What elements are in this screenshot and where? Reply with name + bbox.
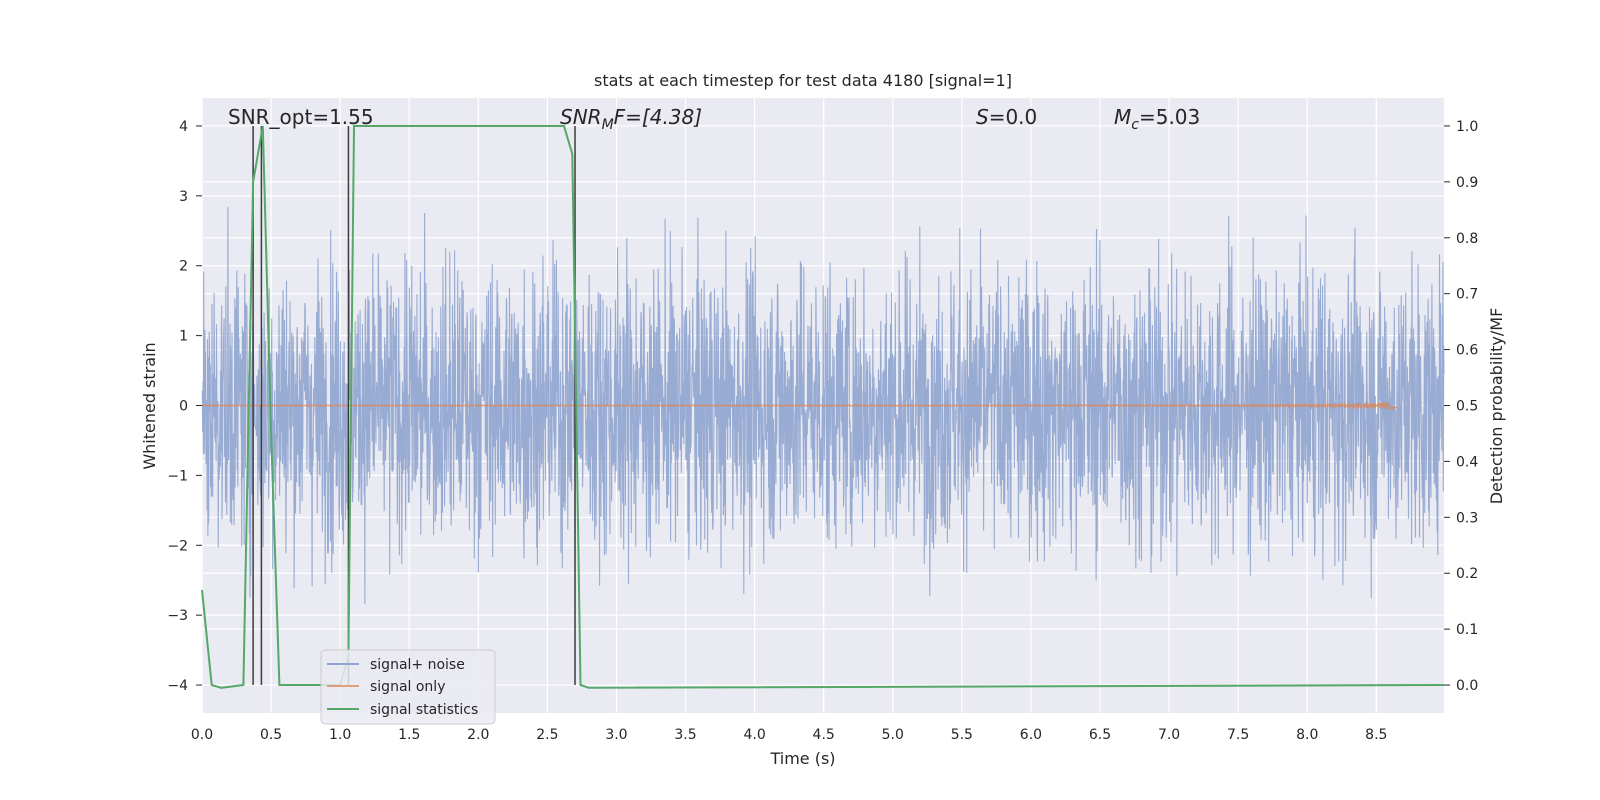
annotation-mc: Mc=5.03 xyxy=(1114,105,1200,133)
y-tick-label-right: 0.1 xyxy=(1456,622,1478,638)
x-tick-label: 7.0 xyxy=(1158,727,1180,743)
y-tick-label-right: 0.8 xyxy=(1456,231,1478,247)
x-tick-label: 0.5 xyxy=(260,727,282,743)
y-tick-label-left: 1 xyxy=(179,329,188,345)
y-tick-label-right: 0.7 xyxy=(1456,287,1478,303)
annotation-s-rest: =0.0 xyxy=(989,105,1038,129)
x-tick-label: 8.5 xyxy=(1365,727,1387,743)
y-tick-label-right: 0.2 xyxy=(1456,566,1478,582)
annotation-snr-mf: SNRMF=[4.38] xyxy=(560,105,702,133)
annotation-mc-base: M xyxy=(1114,105,1131,129)
x-tick-label: 2.0 xyxy=(467,727,489,743)
legend-label-signal-statistics: signal statistics xyxy=(370,702,478,718)
x-tick-label: 5.5 xyxy=(951,727,973,743)
x-tick-label: 1.5 xyxy=(398,727,420,743)
x-tick-label: 7.5 xyxy=(1227,727,1249,743)
x-tick-label: 5.0 xyxy=(882,727,904,743)
x-tick-label: 3.5 xyxy=(674,727,696,743)
legend-label-signal-plus-noise: signal+ noise xyxy=(370,657,465,673)
x-tick-label: 4.5 xyxy=(813,727,835,743)
y-tick-label-left: −3 xyxy=(167,608,188,624)
signal-statistics-line xyxy=(201,125,1445,689)
x-tick-label: 3.0 xyxy=(605,727,627,743)
annotation-mc-sub: c xyxy=(1131,117,1139,133)
y-tick-label-left: −1 xyxy=(167,468,188,484)
x-tick-label: 6.5 xyxy=(1089,727,1111,743)
y-axis-label-right: Detection probability/MF xyxy=(1487,308,1506,505)
series-signal-only xyxy=(201,400,1397,413)
y-tick-label-right: 0.0 xyxy=(1456,678,1478,694)
y-tick-label-right: 0.5 xyxy=(1456,399,1478,415)
series-signal-statistics xyxy=(201,125,1445,689)
tick-labels: 0.0 0.5 1.0 1.5 2.0 2.5 3.0 3.5 4.0 4.5 5.0 5.5 6.0 6… xyxy=(167,119,1478,743)
y-tick-label-right: 0.4 xyxy=(1456,454,1478,470)
legend-box xyxy=(320,649,496,725)
y-tick-label-left: 4 xyxy=(179,119,188,135)
y-tick-label-right: 0.3 xyxy=(1456,510,1478,526)
x-tick-label: 4.0 xyxy=(743,727,765,743)
annotation-snr-mf-sub: M xyxy=(602,117,614,133)
annotation-snr-mf-rest: F=[4.38] xyxy=(614,105,702,129)
y-tick-label-left: 0 xyxy=(179,399,188,415)
annotation-s-var: S xyxy=(976,105,989,129)
annotation-snr-opt: SNR_opt=1.55 xyxy=(228,105,374,129)
signal-plus-noise-line xyxy=(201,206,1445,604)
y-tick-label-left: −4 xyxy=(167,678,188,694)
y-tick-label-right: 0.9 xyxy=(1456,175,1478,191)
x-tick-label: 6.0 xyxy=(1020,727,1042,743)
y-tick-label-left: −2 xyxy=(167,538,188,554)
y-tick-label-right: 1.0 xyxy=(1456,119,1478,135)
y-tick-label-left: 3 xyxy=(179,189,188,205)
x-tick-label: 2.5 xyxy=(536,727,558,743)
series-signal-plus-noise xyxy=(201,206,1445,604)
y-axis-label-left: Whitened strain xyxy=(140,342,159,469)
x-tick-label: 8.0 xyxy=(1296,727,1318,743)
signal-only-line xyxy=(201,400,1397,413)
y-tick-label-right: 0.6 xyxy=(1456,343,1478,359)
chart-title: stats at each timestep for test data 418… xyxy=(594,71,1012,90)
annotation-snr-mf-base: SNR xyxy=(560,105,602,129)
legend-label-signal-only: signal only xyxy=(370,679,445,695)
annotation-s: S=0.0 xyxy=(976,105,1037,129)
x-axis-label: Time (s) xyxy=(769,749,835,768)
annotation-mc-rest: =5.03 xyxy=(1139,105,1200,129)
x-tick-label: 1.0 xyxy=(329,727,351,743)
legend: signal+ noise signal only signal statist… xyxy=(320,649,496,725)
y-tick-label-left: 2 xyxy=(179,259,188,275)
x-tick-label: 0.0 xyxy=(191,727,213,743)
